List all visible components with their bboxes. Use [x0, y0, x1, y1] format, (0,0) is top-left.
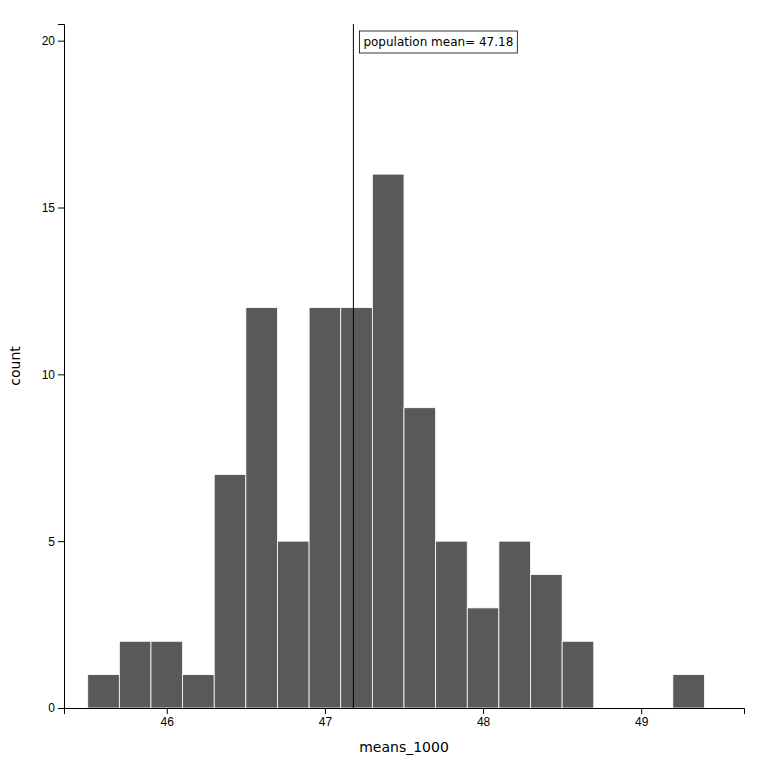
annotation-label: population mean= 47.18 — [363, 35, 513, 49]
y-tick-label: 0 — [48, 701, 55, 715]
histogram-bar — [404, 408, 436, 708]
y-axis: 0 5 10 15 20 — [42, 25, 65, 716]
x-tick: 48 — [477, 708, 491, 729]
x-tick-label: 46 — [161, 715, 175, 729]
x-tick-label: 48 — [477, 715, 491, 729]
x-tick: 47 — [319, 708, 333, 729]
histogram-bar — [594, 708, 673, 709]
y-tick-label: 5 — [48, 535, 55, 549]
chart-container: 46 47 48 49 0 5 10 15 20 means_1000 count populatio… — [0, 0, 768, 768]
x-tick: 46 — [161, 708, 175, 729]
annotation: population mean= 47.18 — [359, 31, 517, 53]
marks — [88, 24, 705, 708]
y-tick-mark — [58, 708, 64, 709]
y-tick-mark — [58, 208, 64, 209]
plot-area: 46 47 48 49 0 5 10 15 20 means_1000 count populatio… — [7, 24, 745, 755]
histogram-bar — [309, 308, 341, 708]
histogram-bar — [277, 541, 309, 708]
x-tick-mark — [167, 708, 168, 714]
y-tick: 15 — [42, 201, 64, 215]
y-tick: 10 — [42, 368, 64, 382]
x-tick-mark — [325, 708, 326, 714]
y-tick-mark — [58, 41, 64, 42]
histogram-bar — [246, 308, 278, 708]
histogram-bar — [467, 608, 499, 708]
y-tick: 0 — [48, 701, 64, 715]
y-tick-label: 10 — [42, 368, 56, 382]
x-tick-mark — [483, 708, 484, 714]
y-tick-mark — [58, 374, 64, 375]
histogram-bar — [531, 575, 563, 708]
y-tick: 5 — [48, 535, 64, 549]
chart-svg: 46 47 48 49 0 5 10 15 20 means_1000 count populatio… — [0, 0, 768, 768]
y-axis-title: count — [7, 346, 23, 386]
histogram-bar — [341, 308, 373, 708]
histogram-bar — [151, 641, 183, 708]
histogram-bar — [183, 675, 215, 708]
histogram-bar — [119, 641, 151, 708]
x-axis: 46 47 48 49 — [65, 708, 745, 729]
x-tick: 49 — [635, 708, 649, 729]
histogram-bar — [88, 675, 120, 708]
x-tick-label: 49 — [635, 715, 649, 729]
y-tick-label: 20 — [42, 34, 56, 48]
y-tick-mark — [58, 541, 64, 542]
x-axis-title: means_1000 — [359, 739, 449, 755]
histogram-bar — [562, 641, 594, 708]
y-tick: 20 — [42, 34, 64, 48]
histogram-bar — [673, 675, 705, 708]
histogram-bar — [499, 541, 531, 708]
y-tick-label: 15 — [42, 201, 56, 215]
y-axis-line — [58, 25, 65, 709]
x-tick-label: 47 — [319, 715, 333, 729]
x-tick-mark — [641, 708, 642, 714]
histogram-bar — [214, 474, 246, 708]
histogram-bar — [436, 541, 468, 708]
annotation-box — [359, 31, 517, 53]
mean-line — [353, 24, 354, 708]
x-axis-line — [65, 709, 745, 715]
histogram-bar — [372, 174, 404, 708]
